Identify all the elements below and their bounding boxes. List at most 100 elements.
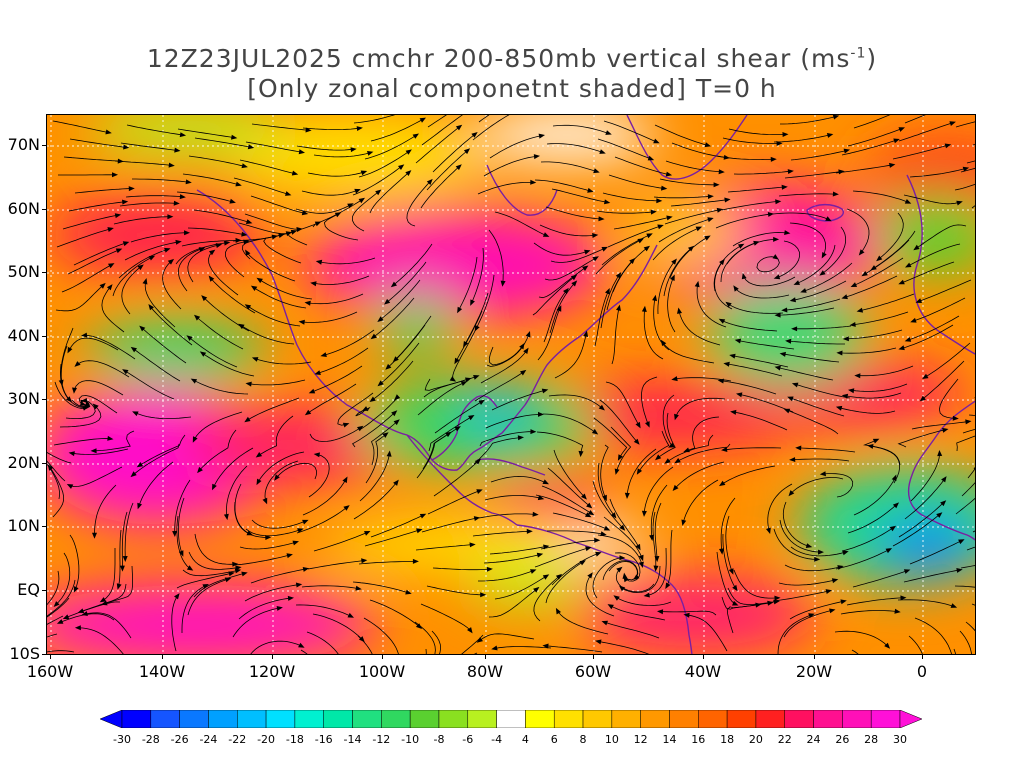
streamline-arrow (198, 247, 206, 252)
colorbar-swatch (755, 710, 785, 728)
streamline (834, 630, 888, 647)
streamline-arrow (674, 458, 681, 464)
streamline (546, 530, 603, 535)
streamline-arrow (949, 654, 954, 655)
streamline (464, 292, 489, 345)
streamline (841, 139, 897, 156)
streamline (375, 653, 376, 654)
streamline-arrow (457, 306, 463, 314)
streamline-arrow (657, 224, 664, 230)
streamline-arrow (315, 259, 323, 265)
streamline (477, 182, 533, 195)
streamline (551, 188, 607, 203)
streamline-arrow (304, 409, 312, 416)
streamline-arrow (832, 115, 840, 120)
streamline (840, 347, 897, 354)
streamline (55, 285, 104, 312)
streamline-arrow (732, 600, 739, 606)
streamline-arrow (390, 281, 397, 288)
streamline-arrow (377, 316, 384, 322)
streamline-arrow (519, 343, 525, 350)
streamline (897, 429, 945, 448)
streamline (722, 320, 778, 332)
coastlines (196, 115, 975, 654)
streamline-arrow (90, 448, 97, 454)
streamline (715, 213, 771, 229)
streamline (176, 191, 233, 203)
streamline (182, 173, 239, 185)
streamline-arrow (116, 583, 122, 590)
streamline (739, 394, 794, 413)
streamline (897, 599, 954, 607)
streamline-arrow (732, 584, 738, 592)
coastline-cuba (476, 458, 546, 476)
colorbar-label: 26 (835, 733, 850, 746)
streamline-arrow (668, 442, 675, 448)
streamline (428, 416, 472, 452)
streamline (616, 597, 672, 606)
streamline-arrow (244, 304, 252, 310)
streamline-arrow (99, 282, 106, 289)
streamline (85, 612, 132, 639)
streamline (852, 570, 907, 588)
colorbar-swatch (813, 710, 843, 728)
streamline-arrow (629, 258, 636, 264)
streamline-arrow (785, 338, 792, 344)
colorbar-label: -16 (314, 733, 333, 746)
streamline-arrow (486, 566, 493, 572)
streamline-arrow (209, 249, 216, 256)
coastline-florida-gulf (431, 395, 498, 461)
streamline-arrow (241, 163, 248, 169)
streamline-arrow (671, 376, 678, 382)
colorbar-swatch (842, 710, 872, 728)
colorbar-swatch (669, 710, 699, 728)
streamline-arrow (174, 147, 181, 153)
streamline (546, 645, 603, 653)
lon-tick (485, 654, 486, 659)
streamline (727, 363, 783, 377)
streamline (420, 166, 460, 209)
streamline (244, 584, 299, 602)
streamline-arrow (832, 191, 839, 197)
streamline (790, 397, 845, 417)
lon-label: 120W (248, 662, 296, 681)
streamline (478, 115, 490, 123)
streamline (654, 124, 708, 146)
streamline-arrow (107, 435, 114, 441)
streamline (49, 467, 64, 518)
streamline (47, 650, 75, 653)
coastline-europe (906, 174, 975, 355)
streamline (603, 120, 657, 143)
streamline-arrow (585, 546, 592, 552)
streamline-arrow (148, 304, 154, 311)
streamline (728, 128, 785, 135)
streamline (714, 261, 733, 310)
streamline-arrow (130, 346, 137, 353)
lat-tick (42, 272, 46, 273)
streamline (898, 502, 944, 538)
streamline (53, 438, 110, 446)
streamline-arrow (674, 413, 679, 421)
streamline (602, 192, 659, 202)
streamline-arrow (665, 171, 673, 177)
streamline-arrow (361, 558, 368, 564)
colorbar-swatch (870, 710, 901, 728)
streamline (600, 444, 609, 498)
streamline (52, 120, 108, 133)
colorbar-swatch (640, 710, 670, 728)
streamline (871, 445, 901, 484)
streamline-arrow (624, 492, 630, 499)
streamline-arrow (468, 415, 475, 421)
streamline-arrow (74, 361, 81, 367)
streamline-arrow (555, 573, 563, 580)
streamline (552, 512, 607, 530)
streamline (133, 348, 181, 382)
streamline (782, 501, 809, 547)
streamline (960, 167, 975, 173)
streamline-arrow (910, 317, 917, 323)
streamline-arrow (471, 132, 478, 138)
streamline-arrow (525, 331, 531, 338)
streamline (596, 210, 653, 214)
streamline (114, 160, 171, 166)
streamline-arrow (68, 451, 75, 457)
